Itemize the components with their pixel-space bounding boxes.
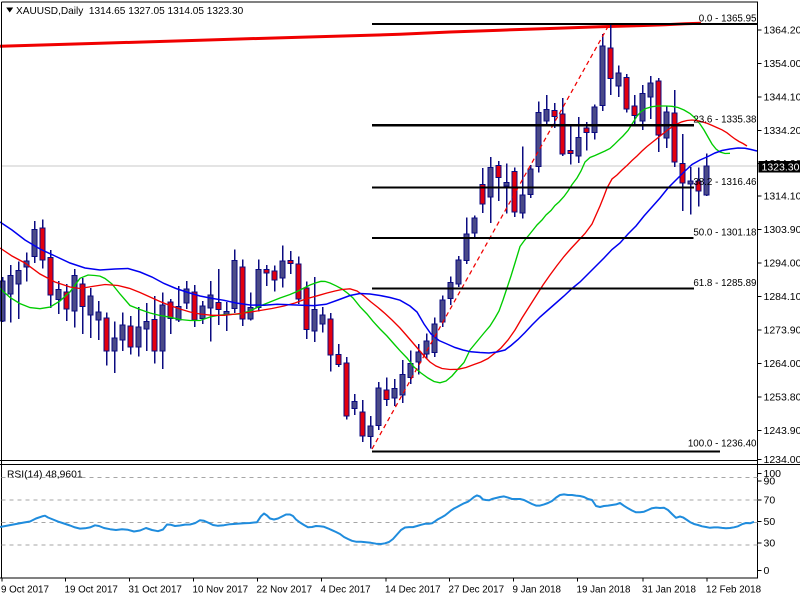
svg-text:1243.90: 1243.90	[764, 425, 800, 437]
svg-text:1253.80: 1253.80	[764, 392, 800, 404]
svg-text:31 Jan 2018: 31 Jan 2018	[642, 585, 696, 596]
svg-text:1273.90: 1273.90	[764, 325, 800, 337]
svg-text:0: 0	[764, 565, 770, 577]
svg-text:1323.30: 1323.30	[762, 162, 800, 174]
svg-text:90: 90	[764, 476, 776, 488]
svg-text:1314.10: 1314.10	[764, 191, 800, 203]
svg-text:9 Jan 2018: 9 Jan 2018	[513, 585, 562, 596]
svg-text:1234.00: 1234.00	[764, 454, 800, 466]
svg-text:50.0 - 1301.18: 50.0 - 1301.18	[693, 227, 757, 238]
svg-text:10 Nov 2017: 10 Nov 2017	[193, 585, 249, 596]
svg-text:RSI(14) 48,9601: RSI(14) 48,9601	[7, 470, 83, 481]
svg-text:XAUUSD,Daily 1314.65 1327.05: XAUUSD,Daily 1314.65 1327.05 1314.05 132…	[16, 6, 244, 17]
svg-text:23.6 - 1335.38: 23.6 - 1335.38	[693, 115, 757, 126]
svg-text:1294.00: 1294.00	[764, 258, 800, 270]
svg-text:27 Dec 2017: 27 Dec 2017	[449, 585, 505, 596]
svg-text:61.8 - 1285.89: 61.8 - 1285.89	[693, 278, 756, 289]
svg-text:1264.00: 1264.00	[764, 358, 800, 370]
svg-text:14 Dec 2017: 14 Dec 2017	[385, 585, 441, 596]
svg-text:9 Oct 2017: 9 Oct 2017	[1, 585, 49, 596]
svg-text:1303.90: 1303.90	[764, 224, 800, 236]
svg-text:1334.20: 1334.20	[764, 125, 800, 137]
svg-text:1284.10: 1284.10	[764, 291, 800, 303]
svg-text:0.0 - 1365.95: 0.0 - 1365.95	[699, 13, 757, 24]
svg-text:22 Nov 2017: 22 Nov 2017	[257, 585, 313, 596]
svg-text:31 Oct 2017: 31 Oct 2017	[129, 585, 182, 596]
svg-text:12 Feb 2018: 12 Feb 2018	[706, 585, 762, 596]
svg-text:1364.20: 1364.20	[764, 25, 800, 37]
svg-text:100: 100	[764, 468, 782, 480]
svg-text:4 Dec 2017: 4 Dec 2017	[321, 585, 371, 596]
svg-text:1344.10: 1344.10	[764, 92, 800, 104]
svg-text:50: 50	[764, 516, 776, 528]
svg-text:1354.00: 1354.00	[764, 58, 800, 70]
svg-text:19 Oct 2017: 19 Oct 2017	[65, 585, 118, 596]
svg-text:100.0 - 1236.40: 100.0 - 1236.40	[688, 439, 757, 450]
svg-text:70: 70	[764, 495, 776, 507]
svg-text:30: 30	[764, 538, 776, 550]
svg-text:38.2 - 1316.46: 38.2 - 1316.46	[693, 177, 757, 188]
svg-text:19 Jan 2018: 19 Jan 2018	[577, 585, 631, 596]
